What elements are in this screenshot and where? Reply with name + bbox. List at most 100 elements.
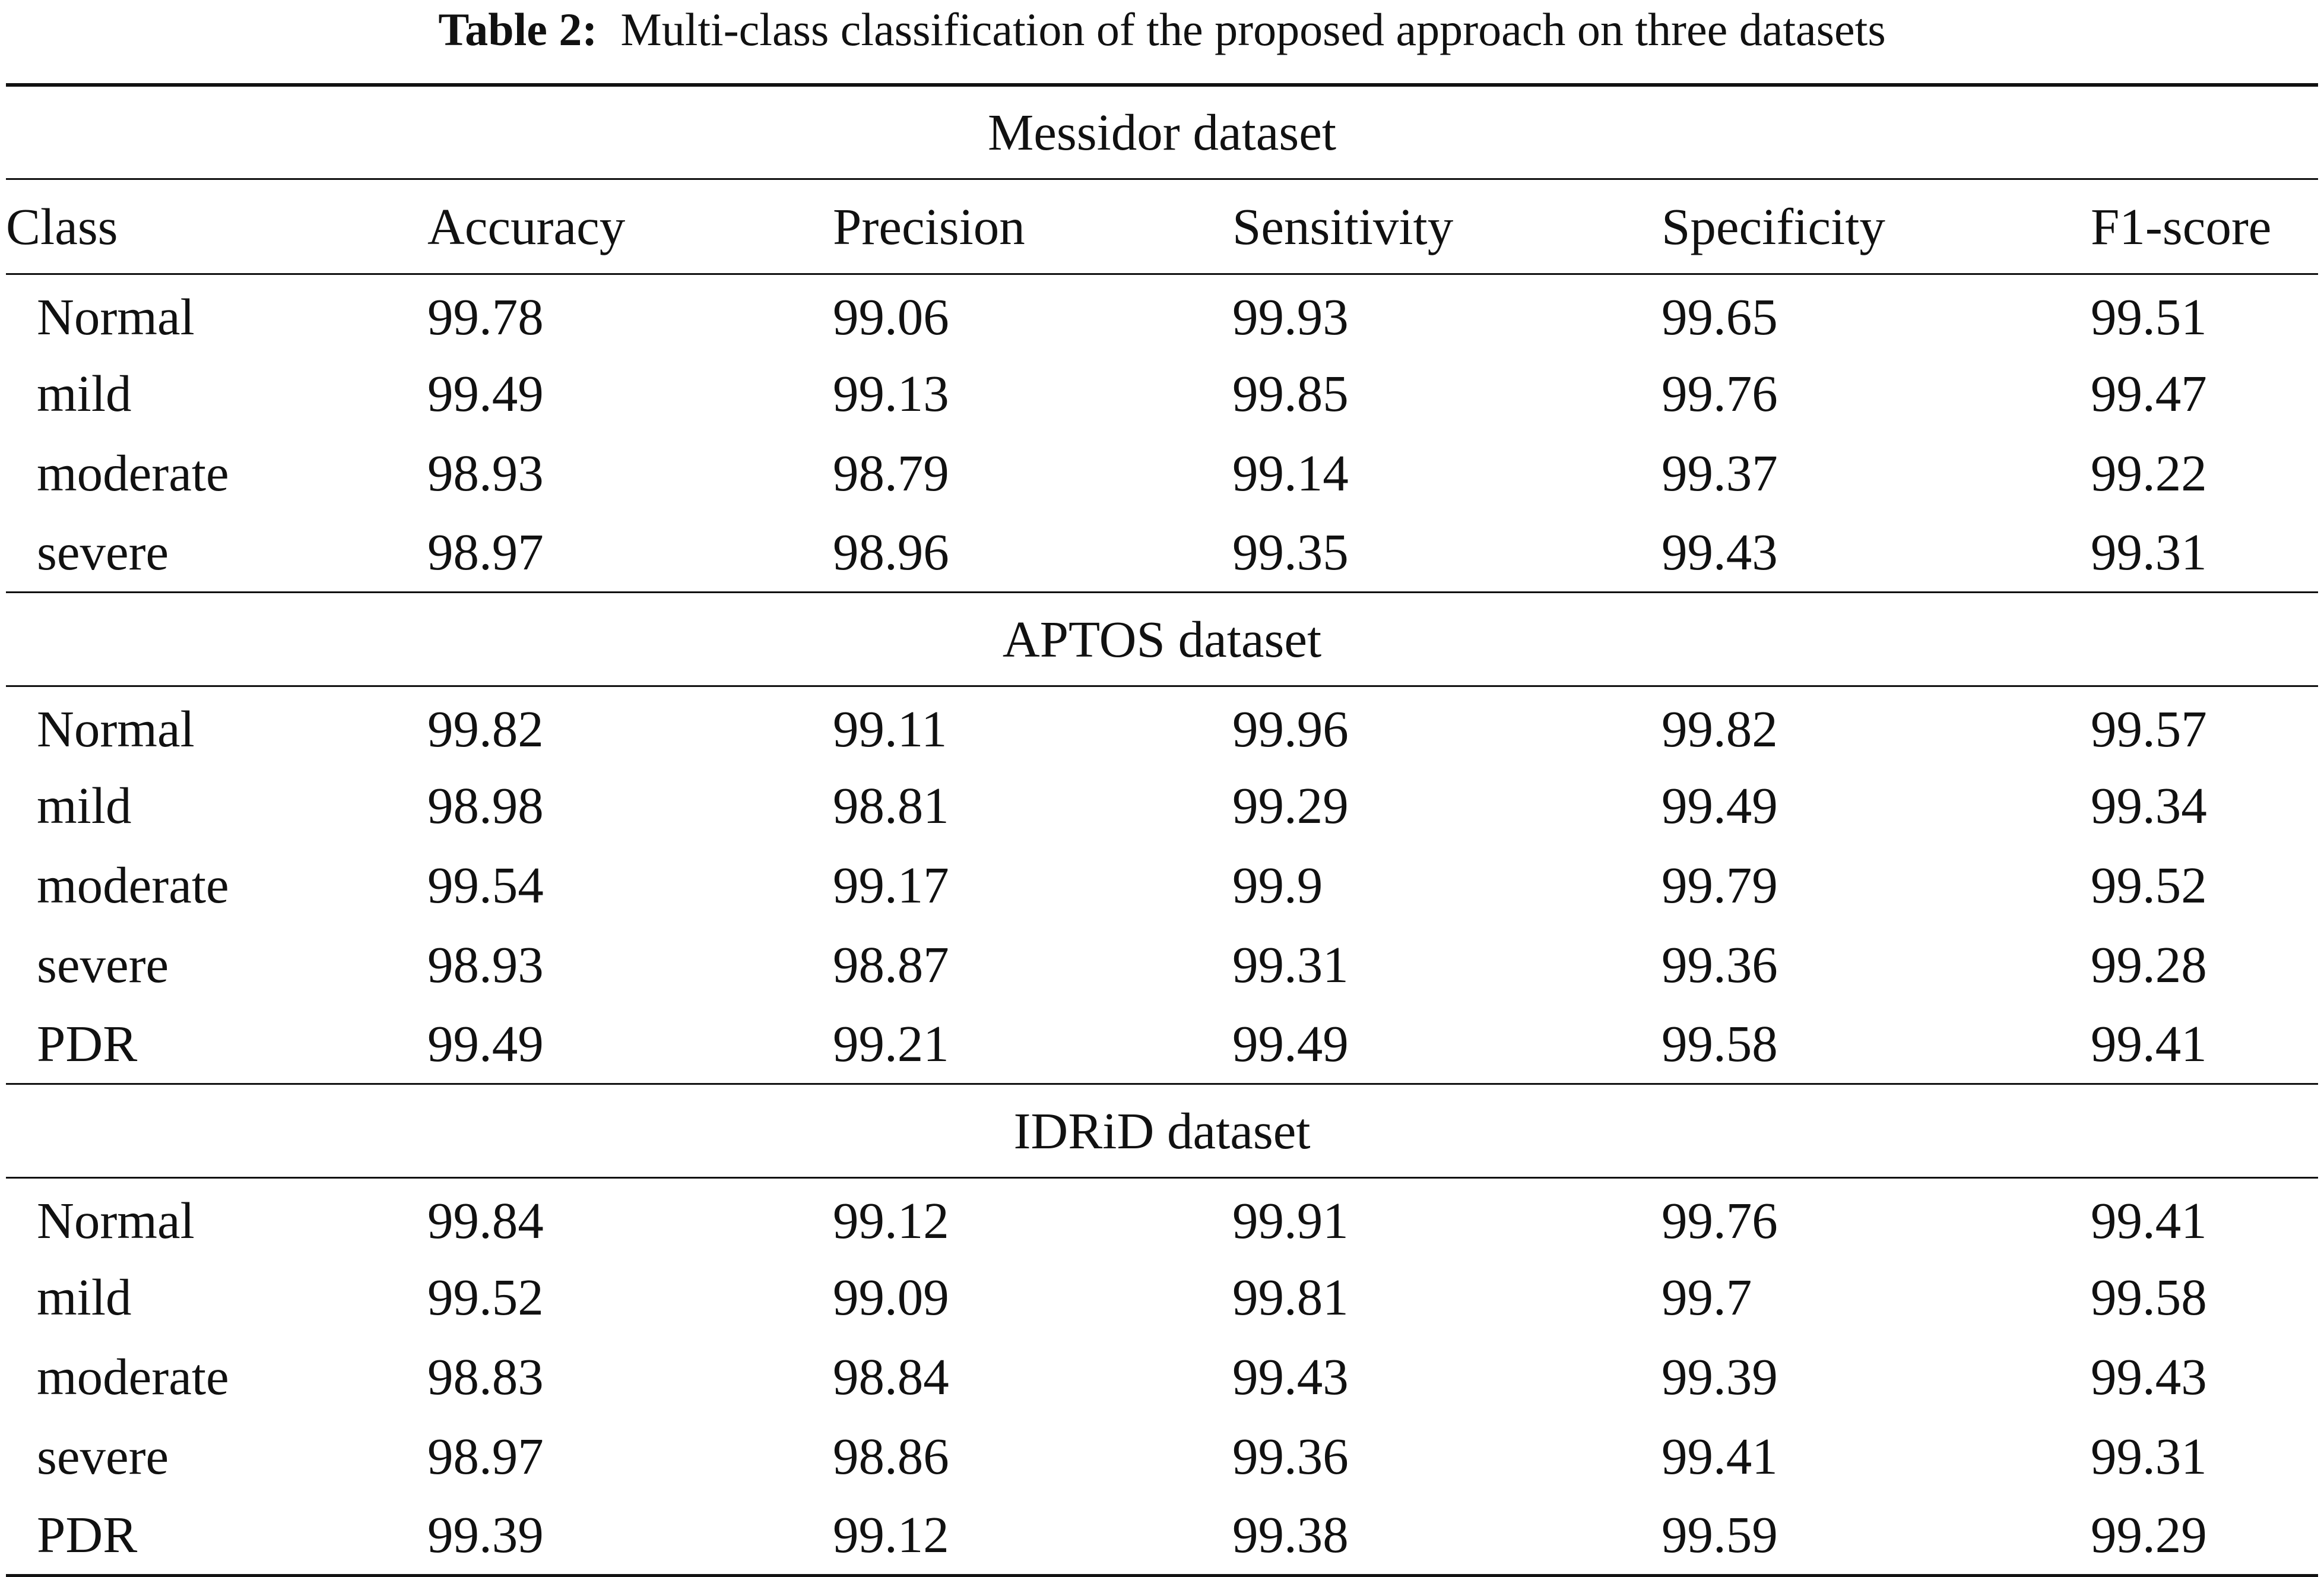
table-row: severe 98.97 98.96 99.35 99.43 99.31 (6, 512, 2318, 592)
metric-cell: 99.36 (1232, 1427, 1349, 1485)
class-cell: Normal (6, 273, 427, 353)
metric-cell: 99.84 (427, 1176, 833, 1257)
metric-cell: 99.57 (2091, 685, 2318, 765)
table-row: moderate 98.93 98.79 99.14 99.37 99.22 (6, 433, 2318, 512)
class-cell: PDR (6, 1496, 427, 1577)
metric-cell: 99.51 (2091, 273, 2318, 353)
metric-cell: 99.12 (833, 1176, 1232, 1257)
column-header: Accuracy (427, 178, 833, 274)
class-cell: moderate (37, 444, 229, 502)
metric-cell: 99.29 (1232, 776, 1349, 834)
class-cell: moderate (37, 856, 229, 914)
metric-cell: 98.98 (427, 776, 544, 834)
metric-cell: 99.76 (1662, 1176, 2091, 1257)
table-row: moderate 99.54 99.17 99.9 99.79 99.52 (6, 845, 2318, 924)
metric-cell: 98.84 (833, 1347, 949, 1405)
metric-cell: 99.81 (1232, 1268, 1349, 1326)
metric-cell: 99.58 (2091, 1268, 2207, 1326)
metric-cell: 99.79 (1662, 856, 1778, 914)
metric-cell: 99.31 (1232, 935, 1349, 993)
section-title-row: APTOS dataset (6, 591, 2318, 686)
results-table-container: Messidor dataset Class Accuracy Precision Se… (6, 83, 2318, 1577)
class-cell: severe (37, 522, 169, 581)
section-title: APTOS dataset (6, 591, 2318, 686)
metric-cell: 99.82 (427, 685, 833, 765)
column-header: Precision (833, 178, 1232, 274)
metric-cell: 98.97 (427, 1427, 544, 1485)
metric-cell: 99.34 (2091, 776, 2207, 834)
class-cell: moderate (37, 1347, 229, 1405)
metric-cell: 99.43 (1232, 1347, 1349, 1405)
metric-cell: 99.76 (1662, 364, 1778, 422)
class-cell: mild (37, 1268, 132, 1326)
column-header-row: Class Accuracy Precision Sensitivity Specifi… (6, 178, 2318, 274)
table-row: severe 98.97 98.86 99.36 99.41 99.31 (6, 1416, 2318, 1496)
metric-cell: 99.29 (2091, 1496, 2318, 1577)
metric-cell: 99.47 (2091, 364, 2207, 422)
metric-cell: 99.36 (1662, 935, 1778, 993)
metric-cell: 98.97 (427, 522, 544, 581)
table-caption: Table 2: Multi-class classification of t… (0, 0, 2324, 65)
metric-cell: 99.31 (2091, 1427, 2207, 1485)
metric-cell: 98.93 (427, 444, 544, 502)
caption-text: Multi-class classification of the propos… (620, 4, 1886, 55)
metric-cell: 99.91 (1232, 1176, 1662, 1257)
class-cell: Normal (6, 1176, 427, 1257)
metric-cell: 98.93 (427, 935, 544, 993)
metric-cell: 98.87 (833, 935, 949, 993)
metric-cell: 99.43 (2091, 1347, 2207, 1405)
column-header: F1-score (2091, 178, 2318, 274)
metric-cell: 99.39 (427, 1496, 833, 1577)
table-row: PDR 99.39 99.12 99.38 99.59 99.29 (6, 1496, 2318, 1577)
class-cell: Normal (6, 685, 427, 765)
metric-cell: 98.81 (833, 776, 949, 834)
metric-cell: 99.21 (833, 1014, 949, 1072)
metric-cell: 99.06 (833, 273, 1232, 353)
metric-cell: 99.09 (833, 1268, 949, 1326)
class-cell: mild (37, 776, 132, 834)
metric-cell: 99.82 (1662, 685, 2091, 765)
metric-cell: 99.28 (2091, 935, 2207, 993)
section-title: Messidor dataset (6, 83, 2318, 179)
metric-cell: 99.38 (1232, 1496, 1662, 1577)
metric-cell: 99.49 (1232, 1014, 1349, 1072)
class-cell: severe (37, 1427, 169, 1485)
table-row: mild 99.52 99.09 99.81 99.7 99.58 (6, 1257, 2318, 1337)
table-row: Normal 99.82 99.11 99.96 99.82 99.57 (6, 685, 2318, 765)
metric-cell: 99.11 (833, 685, 1232, 765)
table-row: severe 98.93 98.87 99.31 99.36 99.28 (6, 924, 2318, 1004)
metric-cell: 99.43 (1662, 522, 1778, 581)
metric-cell: 99.12 (833, 1496, 1232, 1577)
class-cell: severe (37, 935, 169, 993)
metric-cell: 98.96 (833, 522, 949, 581)
table-row: Normal 99.84 99.12 99.91 99.76 99.41 (6, 1176, 2318, 1257)
metric-cell: 99.14 (1232, 444, 1349, 502)
metric-cell: 99.13 (833, 364, 949, 422)
metric-cell: 98.86 (833, 1427, 949, 1485)
caption-label: Table 2: (438, 4, 598, 55)
metric-cell: 99.9 (1232, 856, 1323, 914)
metric-cell: 99.17 (833, 856, 949, 914)
metric-cell: 99.7 (1662, 1268, 1752, 1326)
column-header: Class (6, 178, 427, 274)
section-title-row: IDRiD dataset (6, 1082, 2318, 1177)
metric-cell: 99.49 (1662, 776, 1778, 834)
metric-cell: 99.37 (1662, 444, 1778, 502)
metric-cell: 99.59 (1662, 1496, 2091, 1577)
metric-cell: 99.41 (2091, 1176, 2318, 1257)
results-table: Messidor dataset Class Accuracy Precision Se… (6, 83, 2318, 1577)
section-title: IDRiD dataset (6, 1082, 2318, 1177)
class-cell: mild (37, 364, 132, 422)
table-row: Normal 99.78 99.06 99.93 99.65 99.51 (6, 273, 2318, 353)
table-row: PDR 99.49 99.21 99.49 99.58 99.41 (6, 1004, 2318, 1084)
metric-cell: 99.93 (1232, 273, 1662, 353)
metric-cell: 99.35 (1232, 522, 1349, 581)
column-header: Sensitivity (1232, 178, 1662, 274)
table-row: mild 99.49 99.13 99.85 99.76 99.47 (6, 353, 2318, 433)
table-row: moderate 98.83 98.84 99.43 99.39 99.43 (6, 1337, 2318, 1416)
metric-cell: 99.52 (427, 1268, 544, 1326)
metric-cell: 99.96 (1232, 685, 1662, 765)
results-table-body: Messidor dataset Class Accuracy Precision Se… (6, 83, 2318, 1577)
section-title-row: Messidor dataset (6, 83, 2318, 179)
metric-cell: 99.49 (427, 364, 544, 422)
